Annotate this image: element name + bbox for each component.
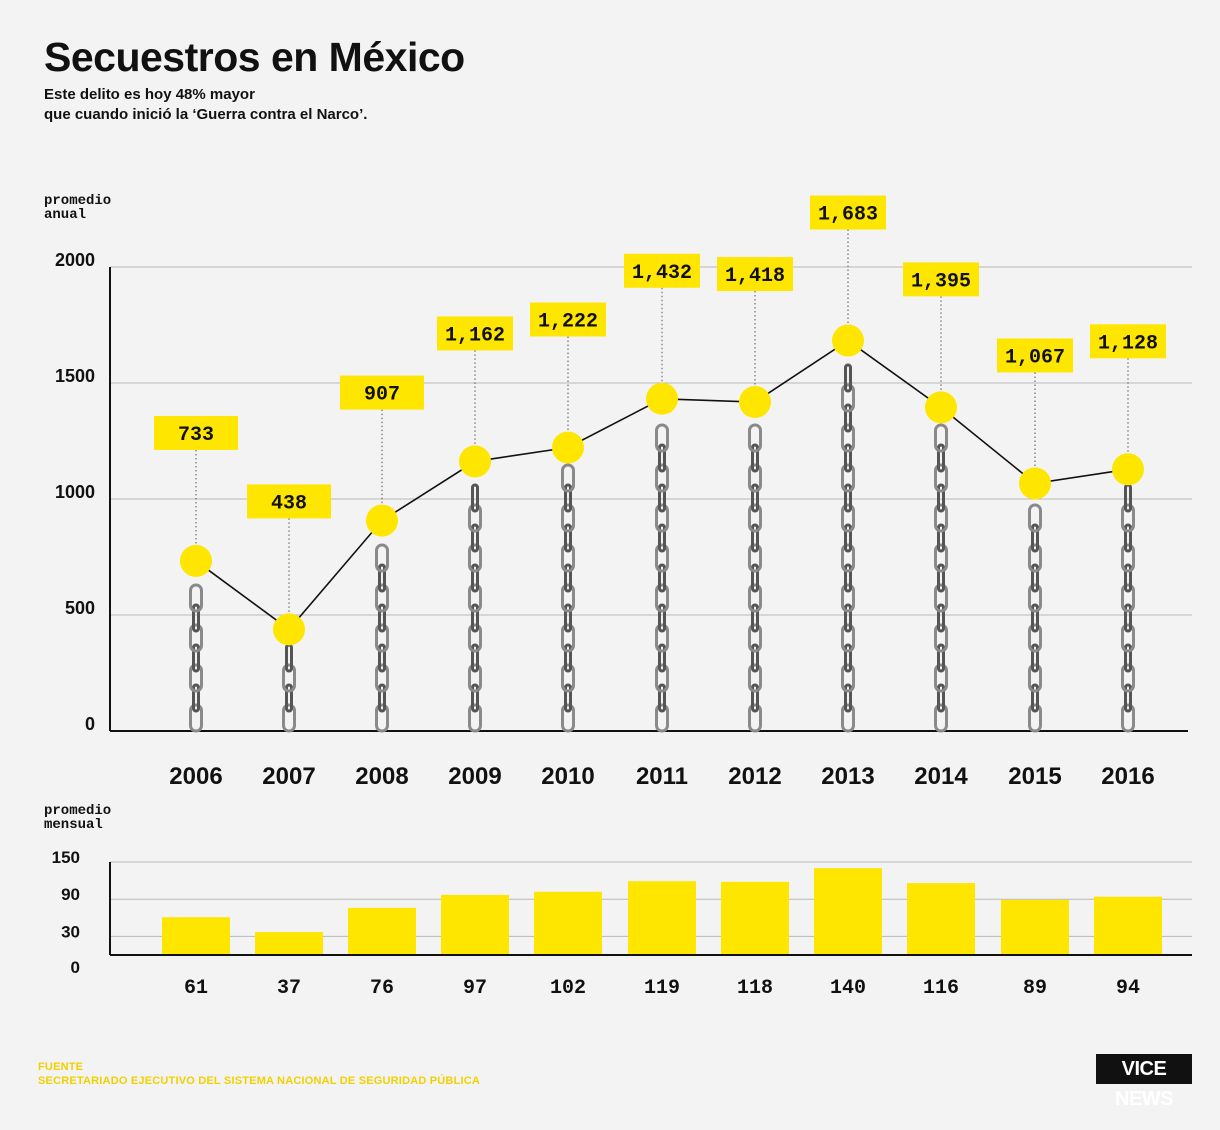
data-point: [180, 544, 212, 577]
chart-title: Secuestros en México: [44, 34, 465, 80]
bar: [348, 907, 416, 955]
bar: [907, 883, 975, 955]
line-ylabel-line-2: anual: [44, 207, 86, 223]
data-point: [646, 382, 678, 415]
data-label: 907: [364, 384, 400, 407]
data-point: [739, 386, 771, 419]
chain-icon: [282, 643, 296, 733]
chain-icon: [1121, 483, 1135, 733]
x-tick-label: 2008: [355, 763, 408, 790]
bar-value-label: 140: [830, 977, 866, 1000]
x-tick-label: 2010: [541, 763, 594, 790]
bar-ytick-label: 90: [61, 885, 80, 904]
bar: [162, 917, 230, 955]
chain-icon: [561, 463, 575, 733]
x-tick-label: 2016: [1101, 763, 1154, 790]
data-label-box: [624, 253, 700, 288]
bar-ytick-label: 30: [61, 922, 80, 941]
source-name: SECRETARIADO EJECUTIVO DEL SISTEMA NACIO…: [38, 1075, 481, 1087]
data-label: 1,162: [445, 324, 505, 347]
data-point: [552, 431, 584, 464]
chain-icon: [748, 423, 762, 733]
source-label: FUENTE: [38, 1061, 84, 1073]
vice-news-logo: VICE NEWS: [1096, 1054, 1192, 1110]
x-tick-label: 2013: [821, 763, 874, 790]
bar-ylabel-line-2: mensual: [44, 817, 103, 833]
x-tick-label: 2006: [169, 763, 222, 790]
data-label: 1,418: [725, 265, 785, 288]
bar-value-label: 119: [644, 977, 680, 1000]
x-tick-label: 2014: [914, 763, 968, 790]
data-label-box: [530, 302, 606, 337]
data-point: [832, 324, 864, 357]
data-point: [459, 445, 491, 478]
data-label: 1,395: [911, 270, 971, 293]
bar-value-label: 89: [1023, 977, 1047, 1000]
data-point: [1019, 467, 1051, 500]
data-label: 1,683: [818, 204, 878, 227]
line-ytick-label: 1500: [55, 366, 95, 386]
bar: [255, 932, 323, 955]
data-label: 1,432: [632, 262, 692, 285]
data-point: [366, 504, 398, 537]
line-ytick-label: 0: [85, 714, 95, 734]
bar: [721, 881, 789, 955]
chart-subtitle-line-1: Este delito es hoy 48% mayor: [44, 86, 255, 103]
line-ylabel-line-1: promedio: [44, 193, 111, 209]
bar: [1094, 896, 1162, 955]
data-label: 1,222: [538, 310, 598, 333]
data-label-box: [810, 195, 886, 230]
bar-value-label: 97: [463, 977, 487, 1000]
chain-icon: [468, 483, 482, 733]
data-label-box: [717, 257, 793, 292]
data-label-box: [903, 262, 979, 297]
bar: [628, 881, 696, 955]
bar-value-label: 116: [923, 977, 959, 1000]
chain-icon: [189, 583, 203, 733]
data-label-box: [997, 338, 1073, 373]
bar-ylabel-line-1: promedio: [44, 803, 111, 819]
bar: [534, 891, 602, 955]
data-label-box: [247, 484, 331, 519]
data-point: [1112, 453, 1144, 486]
line-ytick-label: 2000: [55, 250, 95, 270]
data-point: [925, 391, 957, 424]
data-point: [273, 613, 305, 646]
bar-value-label: 37: [277, 977, 301, 1000]
chain-icon: [934, 423, 948, 733]
chart-subtitle-line-2: que cuando inició la ‘Guerra contra el N…: [44, 106, 368, 123]
x-tick-label: 2012: [728, 763, 781, 790]
bar-value-label: 118: [737, 977, 773, 1000]
bar-value-label: 94: [1116, 977, 1140, 1000]
line-ytick-label: 500: [65, 598, 95, 618]
data-label: 1,067: [1005, 346, 1065, 369]
data-label-box: [340, 375, 424, 410]
data-label-box: [437, 316, 513, 351]
data-label: 438: [271, 492, 307, 515]
data-label-box: [1090, 324, 1166, 359]
bar-ytick-label: 0: [71, 958, 80, 977]
data-label-box: [154, 415, 238, 450]
x-tick-label: 2015: [1008, 763, 1061, 790]
bar-value-label: 76: [370, 977, 394, 1000]
x-tick-label: 2009: [448, 763, 501, 790]
line-ytick-label: 1000: [55, 482, 95, 502]
bar: [441, 894, 509, 955]
bar: [1001, 899, 1069, 955]
chain-icon: [655, 423, 669, 733]
data-label: 1,128: [1098, 332, 1158, 355]
bar: [814, 868, 882, 955]
bar-ytick-label: 150: [52, 848, 80, 867]
data-label: 733: [178, 424, 214, 447]
bar-value-label: 102: [550, 977, 586, 1000]
bar-value-label: 61: [184, 977, 208, 1000]
chain-icon: [841, 363, 855, 733]
chain-icon: [375, 543, 389, 733]
chain-icon: [1028, 503, 1042, 733]
x-tick-label: 2007: [262, 763, 315, 790]
x-tick-label: 2011: [636, 763, 688, 790]
